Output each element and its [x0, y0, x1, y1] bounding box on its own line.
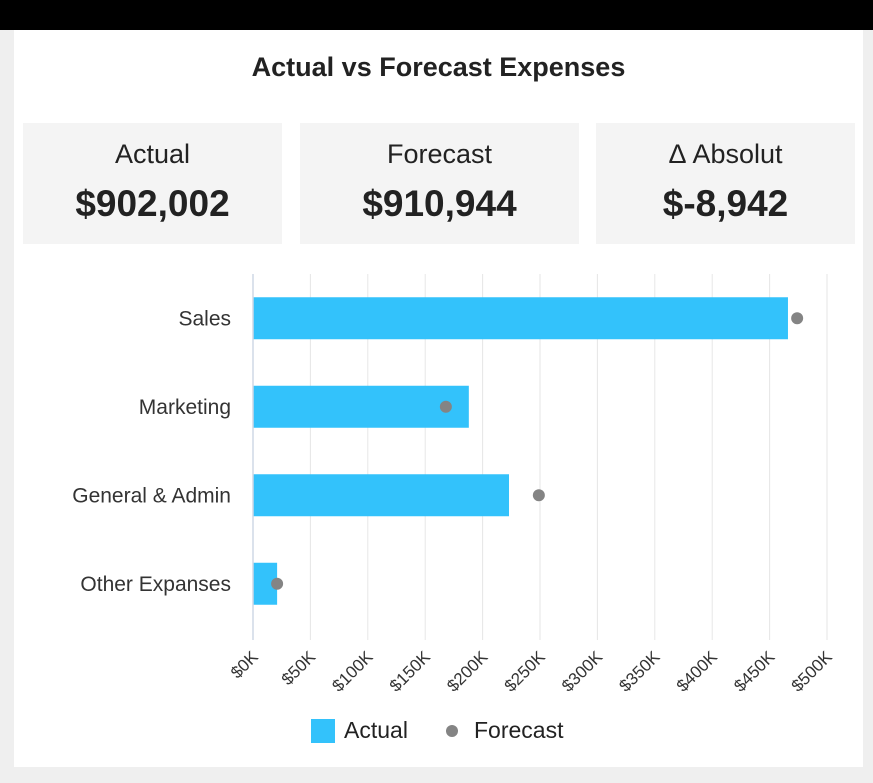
forecast-point: [439, 400, 452, 413]
chart-title: Actual vs Forecast Expenses: [251, 52, 626, 82]
bar-actual: [253, 385, 469, 428]
kpi-actual: Actual $902,002: [23, 123, 282, 244]
category-label: Other Expanses: [80, 573, 231, 596]
x-tick-label: $400K: [673, 647, 722, 696]
forecast-point: [271, 577, 284, 590]
x-tick-label: $100K: [328, 647, 377, 696]
kpi-actual-value: $902,002: [75, 183, 230, 224]
legend-item-forecast[interactable]: Forecast: [446, 717, 563, 744]
dashboard-card: Actual vs Forecast Expenses Actual $902,…: [14, 30, 863, 767]
x-tick-label: $450K: [730, 647, 779, 696]
kpi-forecast-label: Forecast: [386, 139, 493, 169]
x-tick-label: $0K: [227, 647, 262, 682]
kpi-actual-label: Actual: [114, 139, 191, 169]
category-label: Sales: [178, 307, 231, 330]
x-tick-label: $500K: [788, 647, 837, 696]
kpi-delta-value: $-8,942: [662, 183, 789, 224]
x-tick-label: $50K: [278, 647, 320, 689]
x-tick-label: $350K: [615, 647, 664, 696]
kpi-forecast: Forecast $910,944: [300, 123, 579, 244]
x-tick-label: $300K: [558, 647, 607, 696]
legend: Actual Forecast: [14, 717, 863, 747]
legend-item-actual[interactable]: Actual: [311, 717, 408, 744]
top-bar: [0, 0, 873, 30]
bar-actual: [253, 474, 510, 517]
forecast-point: [532, 489, 545, 502]
category-label: General & Admin: [72, 484, 231, 507]
legend-swatch-actual: [311, 718, 335, 743]
bar-chart: Sales Marketing General & Admin Other Expan…: [72, 274, 837, 696]
legend-swatch-forecast: [446, 724, 458, 737]
bar-actual: [253, 297, 788, 340]
kpi-forecast-value: $910,944: [362, 183, 517, 224]
category-label: Marketing: [139, 396, 231, 419]
legend-label-forecast: Forecast: [474, 717, 564, 743]
kpi-delta: Δ Absolut $-8,942: [596, 123, 855, 244]
legend-label-actual: Actual: [344, 717, 408, 743]
x-tick-label: $250K: [501, 647, 550, 696]
forecast-point: [791, 312, 804, 325]
x-tick-label: $200K: [443, 647, 492, 696]
x-tick-label: $150K: [386, 647, 435, 696]
kpi-delta-label: Δ Absolut: [668, 139, 783, 169]
